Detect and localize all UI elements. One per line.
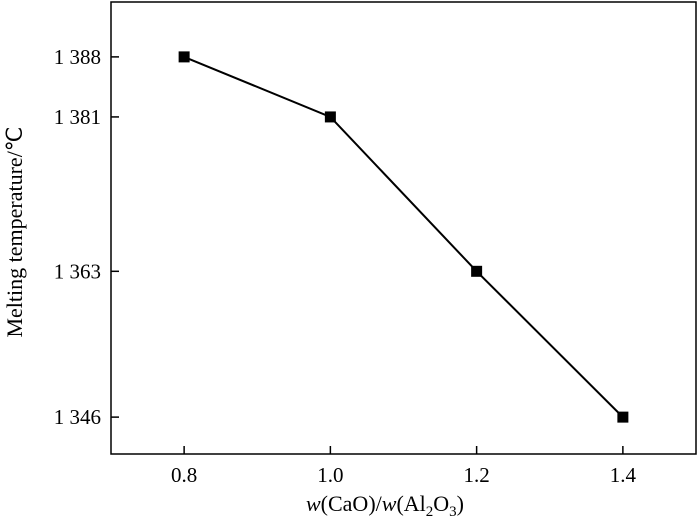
x-tick-label: 1.0 [317, 463, 343, 487]
plot-frame [110, 1, 697, 455]
y-tick-label: 1 346 [54, 405, 101, 429]
data-series [178, 51, 629, 423]
x-tick-label: 1.2 [464, 463, 490, 487]
series-line [183, 55, 624, 418]
y-axis-ticks: 1 346 1 363 1 381 1 388 [54, 45, 119, 429]
y-axis-title: Melting temperature/℃ [2, 126, 27, 337]
y-tick-label: 1 381 [54, 105, 101, 129]
data-point-marker [324, 111, 336, 123]
y-tick-label: 1 388 [54, 45, 101, 69]
data-point-marker [471, 265, 483, 277]
data-point-marker [178, 51, 190, 63]
data-point-marker [617, 411, 629, 423]
y-tick-label: 1 363 [54, 259, 101, 283]
x-axis-title: w(CaO)/w(Al2O3) [306, 491, 464, 520]
x-axis-ticks: 0.8 1.0 1.2 1.4 [171, 446, 637, 487]
x-tick-label: 0.8 [171, 463, 197, 487]
x-tick-label: 1.4 [610, 463, 637, 487]
